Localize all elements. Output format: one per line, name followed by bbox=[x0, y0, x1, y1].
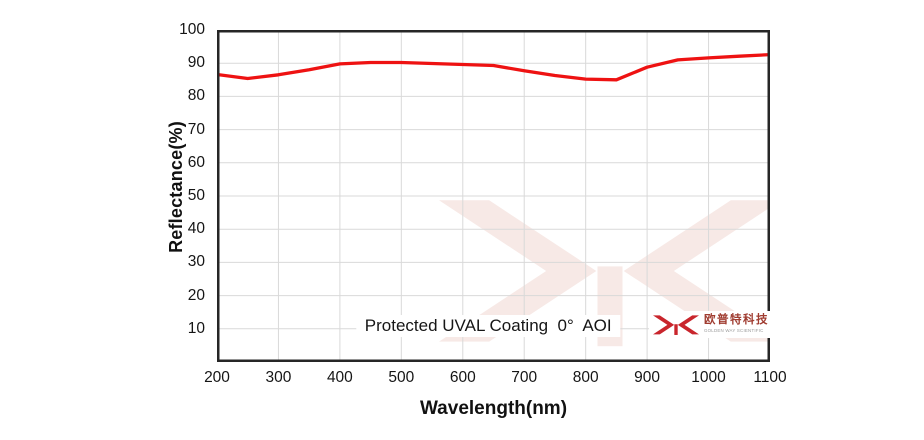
jc-logo-icon bbox=[653, 314, 699, 335]
x-axis-title: Wavelength(nm) bbox=[419, 398, 568, 419]
brand-logo-text: 欧普特科技 GOLDEN WAY SCIENTIFIC bbox=[704, 314, 812, 335]
y-tick-label: 10 bbox=[187, 319, 205, 337]
x-tick-label: 600 bbox=[449, 369, 476, 386]
x-tick-label: 200 bbox=[204, 369, 230, 386]
y-tick-label: 60 bbox=[187, 153, 205, 171]
y-tick-label: 100 bbox=[179, 21, 205, 38]
plot-border bbox=[217, 30, 770, 362]
brand-name-cn: 欧普特科技 bbox=[704, 314, 769, 326]
plot-canvas bbox=[217, 30, 770, 362]
x-tick-label: 300 bbox=[265, 369, 292, 386]
x-tick-label: 900 bbox=[634, 369, 661, 386]
x-tick-label: 500 bbox=[388, 369, 415, 386]
brand-name-en: GOLDEN WAY SCIENTIFIC bbox=[704, 328, 764, 334]
coating-annotation: Protected UVAL Coating 0° AOI bbox=[355, 315, 621, 337]
y-tick-label: 40 bbox=[187, 220, 205, 238]
x-tick-label: 800 bbox=[572, 369, 599, 386]
x-tick-label: 400 bbox=[326, 369, 353, 386]
y-tick-label: 80 bbox=[187, 87, 205, 105]
x-tick-label: 700 bbox=[511, 369, 538, 386]
y-tick-label: 30 bbox=[187, 253, 205, 271]
x-tick-label: 1100 bbox=[753, 369, 787, 386]
y-tick-label: 50 bbox=[187, 187, 205, 204]
brand-logo: 欧普特科技 GOLDEN WAY SCIENTIFIC bbox=[649, 311, 817, 338]
plot-area: Protected UVAL Coating 0° AOI 欧普特科技 GOLD… bbox=[217, 30, 817, 362]
reflectance-curve bbox=[217, 52, 770, 82]
y-tick-label: 20 bbox=[187, 286, 205, 304]
y-tick-label: 90 bbox=[187, 54, 205, 72]
x-tick-label: 1000 bbox=[691, 369, 726, 386]
y-tick-label: 70 bbox=[187, 120, 205, 138]
